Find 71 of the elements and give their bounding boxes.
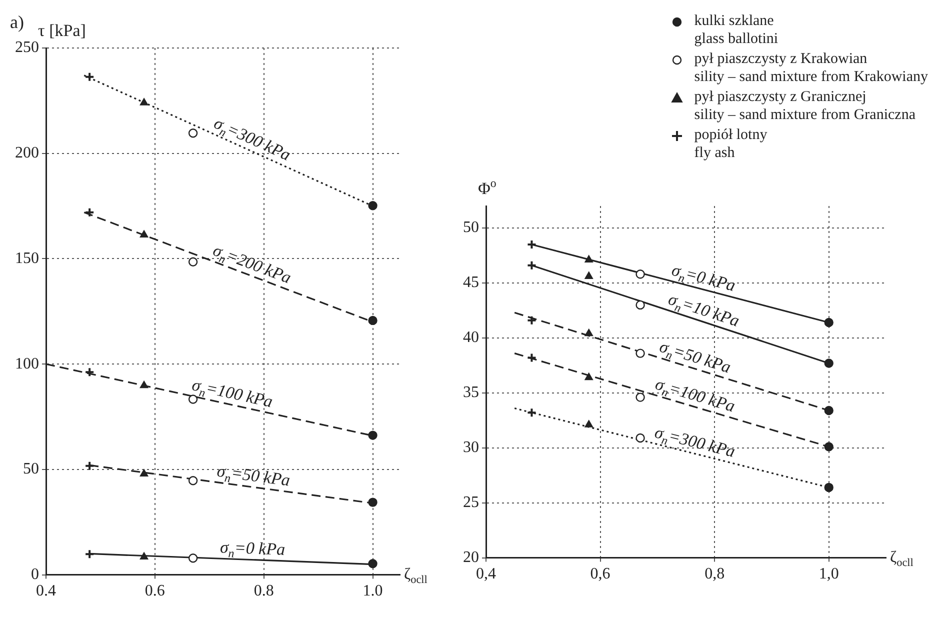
point [824,406,834,416]
point [188,394,198,404]
y-tick-label: 35 [463,384,479,402]
point [84,207,95,218]
point [526,408,537,418]
point [636,433,645,443]
point [368,201,378,210]
point [636,392,645,402]
point [824,442,834,452]
x-tick-label: 0.4 [36,582,56,600]
y-tick-label: 50 [463,219,479,236]
point [526,315,537,326]
point [140,469,148,476]
series-label: σn=0 kPa [220,538,286,560]
text: σn=50 kPa [657,336,734,377]
x-tick-label: 0.6 [144,582,165,600]
point [824,318,834,328]
chart-title: a) [10,12,24,32]
point [188,554,198,563]
y-tick-label: 45 [463,274,479,292]
point [368,430,378,440]
x-tick-label: 0,4 [476,566,496,583]
y-tick-label: 0 [31,566,39,584]
point [584,372,593,380]
point [84,72,95,82]
y-tick-label: 40 [463,329,479,346]
point [188,257,198,266]
point [526,352,537,363]
point [636,300,645,310]
point [636,348,645,358]
y-tick-label: 150 [15,250,39,267]
point [824,482,834,492]
point [824,358,834,368]
point [140,380,148,388]
point [368,316,378,326]
point [140,552,148,560]
point [140,98,148,106]
y-tick-label: 30 [463,439,479,456]
point [368,498,378,507]
x-tick-label: 0,6 [590,566,610,583]
y-tick-label: 100 [15,355,39,372]
y-tick-label: 25 [463,494,479,512]
text: σn=100 kPa [653,374,738,416]
text: σn=0 kPa [670,260,738,296]
point [368,559,378,568]
point [84,367,95,378]
point [84,549,95,560]
point [140,230,148,238]
point [584,420,593,428]
y-axis-title: τ [kPa] [38,21,86,40]
point [636,270,645,279]
y-tick-label: 50 [23,460,39,478]
y-tick-label: 20 [463,549,479,566]
point [84,460,95,471]
text: σn=300 kPa [652,422,737,462]
point [584,272,593,279]
text: σn=100 kPa [190,375,274,412]
legend-label: popiół lotny fly ash [694,126,768,162]
x-tick-label: 0,8 [704,566,725,583]
text: σn=50 kPa [216,461,292,490]
point [188,476,198,486]
point [188,128,198,138]
point [584,255,593,262]
x-tick-label: 1.0 [362,582,383,600]
y-tick-label: 250 [15,39,39,56]
x-tick-label: 1,0 [818,566,839,583]
text: σn=200 kPa [210,240,294,288]
text: σn=300 kPa [211,113,294,164]
point [584,328,593,336]
x-tick-label: 0.8 [254,582,274,600]
y-tick-label: 200 [15,144,39,162]
